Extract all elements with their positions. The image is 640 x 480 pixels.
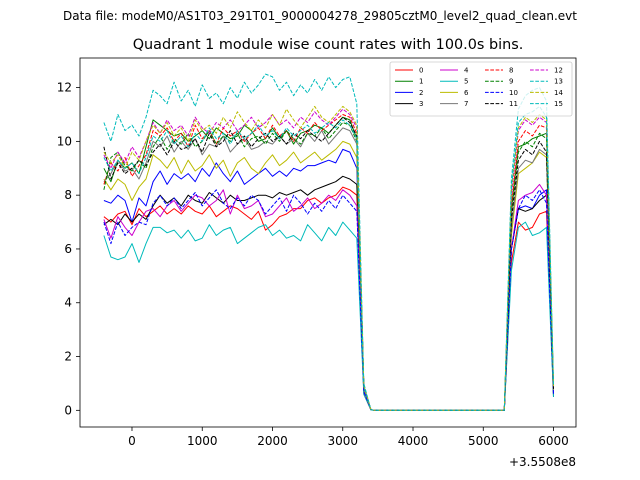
legend-label-8: 8	[509, 67, 513, 75]
x-tick-label: 6000	[538, 434, 569, 448]
y-tick-label: 10	[57, 134, 72, 148]
legend-label-2: 2	[419, 89, 423, 97]
y-tick-label: 12	[57, 81, 72, 95]
series-layer	[103, 73, 554, 411]
legend-label-10: 10	[509, 89, 518, 97]
series-line-15	[103, 105, 554, 411]
y-tick-label: 4	[64, 296, 72, 310]
y-tick-label: 8	[64, 188, 72, 202]
x-tick-label: 3000	[327, 434, 358, 448]
legend-label-3: 3	[419, 100, 423, 108]
legend-label-12: 12	[554, 67, 563, 75]
legend-label-0: 0	[419, 67, 423, 75]
legend-label-4: 4	[464, 67, 469, 75]
x-axis: 0 1000 2000 3000 4000 5000 6000	[128, 427, 569, 448]
legend-label-6: 6	[464, 89, 469, 97]
chart-title: Quadrant 1 module wise count rates with …	[133, 37, 524, 53]
legend-label-14: 14	[554, 89, 563, 97]
y-tick-label: 0	[64, 403, 72, 417]
plot-area	[80, 58, 576, 427]
suptitle: Data file: modeM0/AS1T03_291T01_90000042…	[63, 9, 577, 23]
axes-frame	[79, 57, 577, 428]
legend-label-9: 9	[509, 78, 513, 86]
x-tick-label: 4000	[398, 434, 429, 448]
x-tick-label: 2000	[257, 434, 288, 448]
y-tick-label: 6	[64, 242, 72, 256]
x-offset-label: +3.5508e8	[509, 455, 576, 469]
legend-label-5: 5	[464, 78, 468, 86]
legend-box	[389, 61, 573, 117]
legend-label-13: 13	[554, 78, 563, 86]
x-tick-label: 1000	[187, 434, 218, 448]
legend-label-15: 15	[554, 100, 563, 108]
legend-label-11: 11	[509, 100, 518, 108]
series-line-9	[103, 122, 554, 411]
x-tick-label: 5000	[468, 434, 499, 448]
y-axis: 0 2 4 6 8 10 12	[57, 81, 80, 417]
y-tick-label: 2	[64, 350, 72, 364]
x-tick-label: 0	[128, 434, 136, 448]
legend-label-1: 1	[419, 78, 423, 86]
legend-label-7: 7	[464, 100, 468, 108]
